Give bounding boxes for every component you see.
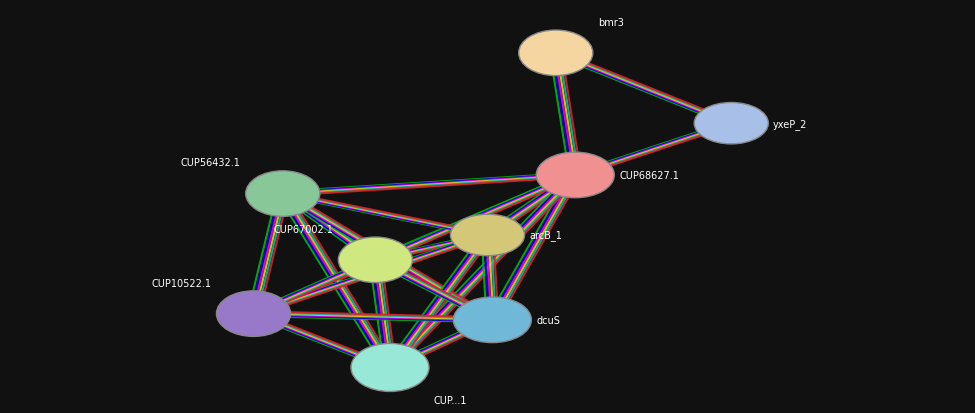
Ellipse shape bbox=[453, 297, 531, 343]
Text: arcB_1: arcB_1 bbox=[529, 230, 563, 241]
Text: CUP10522.1: CUP10522.1 bbox=[151, 278, 212, 288]
Text: CUP56432.1: CUP56432.1 bbox=[181, 158, 241, 168]
Text: yxeP_2: yxeP_2 bbox=[773, 119, 807, 129]
Text: CUP67002.1: CUP67002.1 bbox=[274, 224, 333, 234]
Text: bmr3: bmr3 bbox=[598, 18, 624, 28]
Text: CUP...1: CUP...1 bbox=[434, 395, 467, 405]
Ellipse shape bbox=[216, 291, 291, 337]
Ellipse shape bbox=[694, 103, 768, 145]
Ellipse shape bbox=[450, 215, 525, 256]
Ellipse shape bbox=[338, 237, 412, 283]
Text: dcuS: dcuS bbox=[536, 315, 560, 325]
Ellipse shape bbox=[536, 153, 614, 198]
Ellipse shape bbox=[351, 344, 429, 392]
Ellipse shape bbox=[519, 31, 593, 76]
Text: CUP68627.1: CUP68627.1 bbox=[619, 171, 679, 180]
Ellipse shape bbox=[246, 171, 320, 217]
